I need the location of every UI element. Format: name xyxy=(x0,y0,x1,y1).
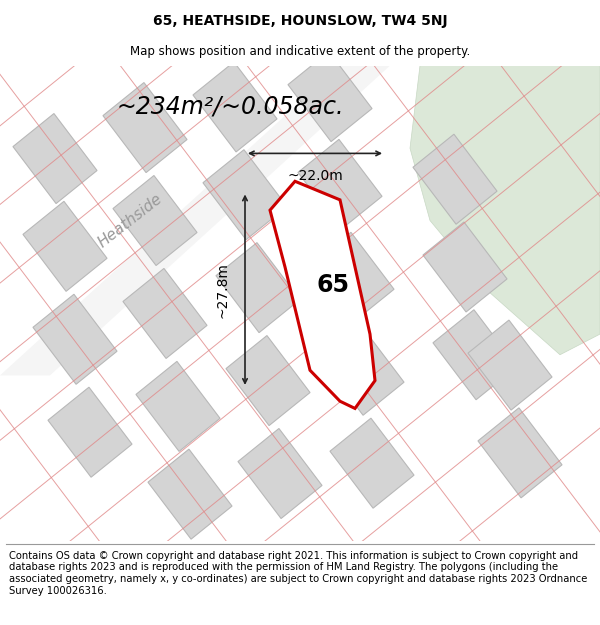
Polygon shape xyxy=(288,52,372,142)
Polygon shape xyxy=(298,139,382,229)
Polygon shape xyxy=(238,429,322,519)
Text: 65, HEATHSIDE, HOUNSLOW, TW4 5NJ: 65, HEATHSIDE, HOUNSLOW, TW4 5NJ xyxy=(152,14,448,28)
Text: ~27.8m: ~27.8m xyxy=(216,262,230,318)
Text: ~234m²/~0.058ac.: ~234m²/~0.058ac. xyxy=(116,95,344,119)
Polygon shape xyxy=(216,242,300,332)
Polygon shape xyxy=(0,66,390,376)
Polygon shape xyxy=(193,62,277,152)
Polygon shape xyxy=(330,418,414,508)
Polygon shape xyxy=(423,222,507,312)
Polygon shape xyxy=(103,82,187,172)
Polygon shape xyxy=(136,361,220,451)
Text: Map shows position and indicative extent of the property.: Map shows position and indicative extent… xyxy=(130,45,470,58)
Polygon shape xyxy=(148,449,232,539)
Polygon shape xyxy=(310,232,394,322)
Polygon shape xyxy=(23,201,107,291)
Polygon shape xyxy=(33,294,117,384)
Polygon shape xyxy=(410,66,600,355)
Text: ~22.0m: ~22.0m xyxy=(287,169,343,183)
Polygon shape xyxy=(123,269,207,359)
Polygon shape xyxy=(478,408,562,498)
Polygon shape xyxy=(203,150,287,240)
Text: Heathside: Heathside xyxy=(95,191,165,250)
Text: Contains OS data © Crown copyright and database right 2021. This information is : Contains OS data © Crown copyright and d… xyxy=(9,551,587,596)
Polygon shape xyxy=(48,388,132,478)
Polygon shape xyxy=(468,320,552,410)
Polygon shape xyxy=(320,325,404,415)
Polygon shape xyxy=(226,336,310,426)
Polygon shape xyxy=(270,181,375,409)
Text: 65: 65 xyxy=(317,272,349,296)
Polygon shape xyxy=(113,176,197,266)
Polygon shape xyxy=(413,134,497,224)
Polygon shape xyxy=(13,114,97,204)
Polygon shape xyxy=(433,310,517,400)
